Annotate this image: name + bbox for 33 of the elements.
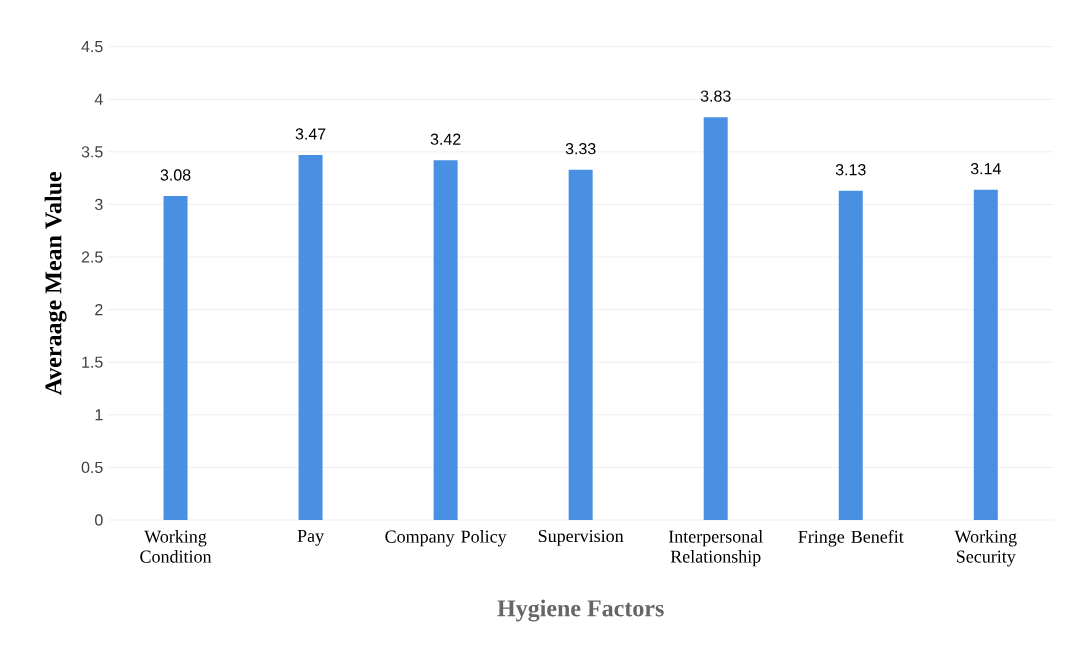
- y-axis-title: Averaage Mean Value: [44, 171, 67, 396]
- y-tick-label: 1: [95, 409, 103, 421]
- data-label: 3.42: [430, 133, 461, 145]
- data-label: 3.33: [565, 143, 596, 155]
- bar: [568, 169, 593, 520]
- y-tick-label: 0.5: [81, 461, 103, 474]
- y-tick-label: 2.5: [81, 251, 103, 263]
- bar: [433, 160, 458, 520]
- y-tick-label: 4: [94, 93, 103, 105]
- x-tick-label: Working Condition: [140, 530, 212, 563]
- x-axis-title: Hygiene Factors: [497, 599, 664, 622]
- data-label: 3.14: [970, 163, 1001, 175]
- y-tick-label: 4.5: [81, 41, 103, 53]
- bar: [163, 196, 188, 520]
- y-tick-label: 0: [95, 514, 103, 526]
- x-tick-label: Pay: [297, 530, 324, 546]
- y-tick-label: 3.5: [81, 146, 103, 158]
- y-tick-label: 1.5: [82, 356, 103, 368]
- data-label: 3.47: [295, 128, 326, 140]
- bar: [703, 117, 728, 520]
- bar: [298, 155, 323, 520]
- bar: [838, 190, 863, 520]
- data-label: 3.13: [835, 164, 866, 176]
- bar: [973, 189, 998, 520]
- x-tick-label: Supervision: [538, 530, 624, 546]
- x-tick-label: Fringe Benefit: [798, 530, 904, 547]
- x-tick-label: Working Security: [954, 530, 1017, 567]
- data-label: 3.08: [160, 169, 191, 181]
- y-tick-label: 3: [95, 198, 103, 211]
- x-tick-label: Company Policy: [385, 530, 507, 547]
- x-tick-label: Interpersonal Relationship: [668, 530, 763, 567]
- y-tick-label: 2: [95, 304, 103, 316]
- data-label: 3.83: [700, 90, 731, 102]
